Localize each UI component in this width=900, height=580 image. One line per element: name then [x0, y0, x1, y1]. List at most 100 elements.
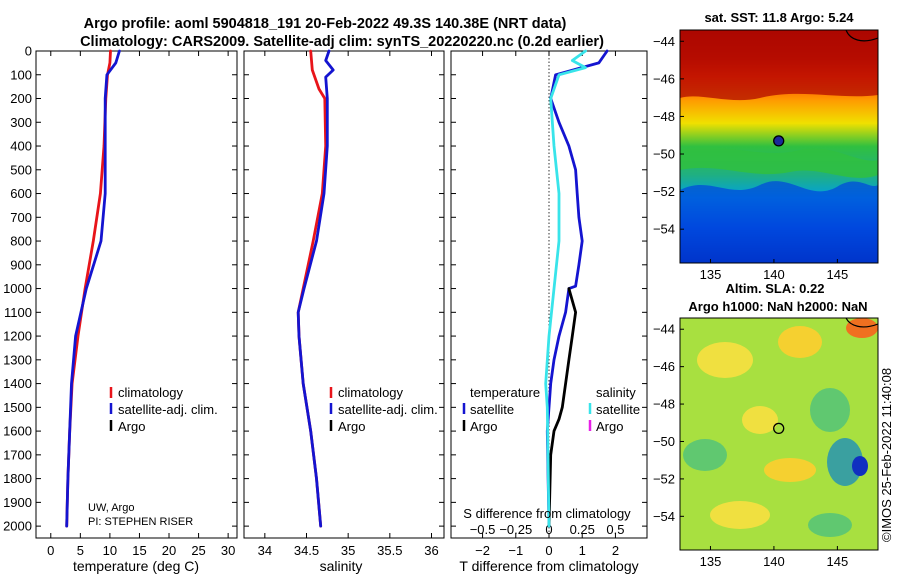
sla-anomaly — [810, 388, 850, 432]
legend-label-argo: Argo — [118, 419, 145, 434]
x-tick-label: −2 — [475, 543, 490, 558]
x-tick-top-label: 0.25 — [570, 522, 595, 537]
sla-anomaly — [852, 456, 868, 476]
x-tick-top-label: 0.5 — [606, 522, 624, 537]
series-line-salinity-satellite — [544, 49, 587, 528]
map-y-tick-label: −46 — [653, 71, 675, 86]
y-tick-label: 1100 — [4, 305, 32, 320]
x-tick-label: 34.5 — [294, 543, 319, 558]
map-y-tick-label: −48 — [653, 109, 675, 124]
map-y-tick-label: −52 — [653, 184, 675, 199]
series-line-satellite-adj-clim- — [65, 49, 121, 528]
y-tick-label: 900 — [10, 257, 32, 272]
map-x-tick-label: 140 — [763, 267, 785, 282]
map-x-tick-label: 140 — [763, 554, 785, 569]
x-tick-label: 0 — [545, 543, 552, 558]
salinity-axes-box — [243, 50, 445, 539]
difference-panel: −2 −1 0 1 2 −0.5 −0.25 0 0.25 0.5 S difference fr… — [450, 49, 648, 574]
legend-label-satellite: satellite-adj. clim. — [118, 402, 218, 417]
sla-anomaly — [710, 501, 770, 529]
sst-warm-zone — [680, 30, 878, 101]
coast-outline — [845, 318, 878, 328]
legend-label-satellite: satellite-adj. clim. — [338, 402, 438, 417]
y-tick-label: 1300 — [3, 352, 32, 367]
sla-anomaly — [697, 342, 753, 378]
sst-axes-box — [679, 29, 879, 264]
y-tick-label: 100 — [10, 67, 32, 82]
x-tick-label: 35 — [341, 543, 355, 558]
x-tick-label: 20 — [162, 543, 176, 558]
y-tick-label: 1500 — [3, 400, 32, 415]
salinity-legend: climatology satellite-adj. clim. Argo — [329, 385, 438, 434]
map-y-tick-label: −50 — [653, 147, 675, 162]
credit-pi: PI: STEPHEN RISER — [88, 516, 193, 528]
map-y-tick-label: −52 — [653, 471, 675, 486]
x-tick-label: 36 — [424, 543, 438, 558]
credit-institution: UW, Argo — [88, 502, 134, 514]
series-line-temperature-argo — [547, 287, 577, 528]
sst-map: sat. SST: 11.8 Argo: 5.24 135 140 145 −44 −… — [653, 10, 879, 282]
legend-title-salinity: salinity — [596, 385, 636, 400]
map-y-tick-label: −54 — [653, 222, 675, 237]
sst-map-title: sat. SST: 11.8 Argo: 5.24 — [704, 10, 854, 25]
sla-anomaly — [808, 513, 852, 537]
legend-label-temp-satellite: satellite — [470, 402, 514, 417]
sla-anomaly — [846, 318, 878, 338]
legend-label-climatology: climatology — [338, 385, 404, 400]
title-line-2: Climatology: CARS2009. Satellite-adj cli… — [80, 34, 604, 50]
legend-label-argo: Argo — [338, 419, 365, 434]
y-tick-label: 800 — [10, 234, 32, 249]
sla-anomaly — [683, 439, 727, 471]
y-tick-label: 2000 — [3, 519, 32, 534]
map-x-tick-label: 135 — [700, 554, 722, 569]
map-y-tick-label: −48 — [653, 397, 675, 412]
x-tick-label: 5 — [77, 543, 84, 558]
sla-map-subtitle: Argo h1000: NaN h2000: NaN — [688, 299, 867, 314]
sst-cold-tongue — [680, 181, 878, 263]
y-tick-label: 0 — [25, 44, 32, 59]
x-tick-top-label: −0.25 — [499, 522, 532, 537]
y-tick-label: 1200 — [3, 329, 32, 344]
map-x-tick-label: 135 — [700, 267, 722, 282]
y-tick-label: 500 — [10, 162, 32, 177]
x-tick-label: 30 — [221, 543, 235, 558]
y-tick-label: 700 — [10, 210, 32, 225]
series-line-climatology — [296, 49, 328, 528]
difference-xlabel-top: S difference from climatology — [463, 506, 631, 521]
y-tick-label: 300 — [10, 115, 32, 130]
map-y-tick-label: −50 — [653, 434, 675, 449]
x-tick-label: −1 — [508, 543, 523, 558]
legend-label-sal-argo: Argo — [596, 419, 623, 434]
x-tick-label: 0 — [47, 543, 54, 558]
y-tick-label: 600 — [10, 186, 32, 201]
x-tick-label: 10 — [103, 543, 117, 558]
sla-axes-box — [679, 317, 879, 551]
temperature-xlabel: temperature (deg C) — [73, 558, 199, 574]
x-tick-label: 34 — [258, 543, 272, 558]
sla-map: Altim. SLA: 0.22 Argo h1000: NaN h2000: … — [653, 281, 879, 569]
legend-label-sal-satellite: satellite — [596, 402, 640, 417]
map-x-tick-label: 145 — [827, 554, 849, 569]
map-y-tick-label: −44 — [653, 34, 675, 49]
sla-anomaly — [778, 326, 822, 358]
y-tick-label: 1800 — [3, 471, 32, 486]
temperature-panel: 0 5 10 15 20 25 30 0 100 200 300 400 500 600 700 800 90… — [3, 44, 238, 574]
map-x-tick-label: 145 — [827, 267, 849, 282]
sst-front-band — [680, 147, 878, 178]
difference-legend: temperature satellite Argo salinity sate… — [462, 385, 640, 434]
y-tick-label: 200 — [10, 91, 32, 106]
x-tick-label: 25 — [191, 543, 205, 558]
imos-timestamp: ©IMOS 25-Feb-2022 11:40:08 — [879, 368, 894, 542]
series-line-temperature-satellite — [545, 49, 609, 528]
title-line-1: Argo profile: aoml 5904818_191 20-Feb-20… — [84, 16, 567, 32]
sla-map-title: Altim. SLA: 0.22 — [726, 281, 825, 296]
argo-position-marker — [773, 135, 785, 147]
x-tick-top-label: 0 — [545, 522, 552, 537]
map-y-tick-label: −54 — [653, 509, 675, 524]
salinity-xlabel: salinity — [320, 558, 363, 574]
sla-anomaly — [764, 458, 816, 482]
series-line-satellite-adj-clim- — [296, 49, 335, 528]
y-tick-label: 1000 — [3, 281, 32, 296]
y-tick-label: 1600 — [3, 424, 32, 439]
